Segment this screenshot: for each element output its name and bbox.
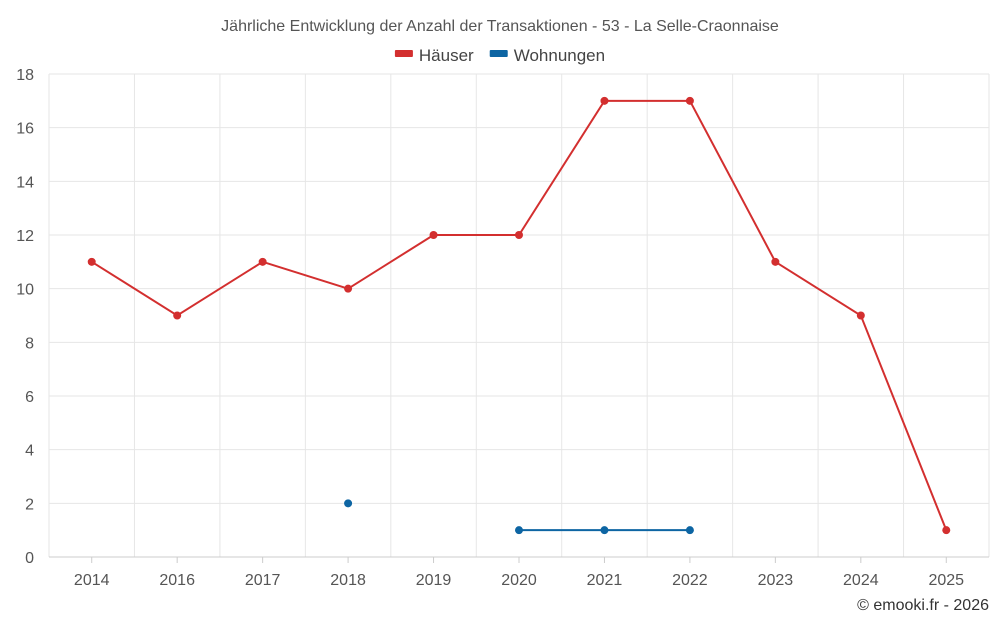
x-tick-label: 2018 bbox=[330, 572, 366, 589]
legend-swatch bbox=[489, 50, 508, 57]
y-tick-label: 12 bbox=[16, 228, 34, 245]
x-tick-label: 2023 bbox=[758, 572, 794, 589]
data-point[interactable] bbox=[600, 526, 609, 535]
series-1 bbox=[344, 499, 694, 535]
data-point[interactable] bbox=[771, 257, 780, 266]
data-point[interactable] bbox=[515, 526, 523, 535]
y-tick-label: 0 bbox=[25, 550, 34, 567]
x-tick-label: 2019 bbox=[416, 572, 452, 589]
y-axis: 0 2 4 6 8 10 12 14 16 18 bbox=[16, 67, 34, 567]
y-tick-label: 8 bbox=[25, 335, 34, 352]
x-tick-label: 2017 bbox=[245, 572, 281, 589]
x-tick-label: 2016 bbox=[159, 572, 195, 589]
x-tick-label: 2024 bbox=[843, 572, 879, 589]
y-tick-label: 4 bbox=[25, 443, 34, 460]
data-point[interactable] bbox=[258, 257, 267, 266]
data-point[interactable] bbox=[942, 526, 951, 535]
data-point[interactable] bbox=[344, 284, 353, 293]
data-point[interactable] bbox=[685, 526, 694, 535]
legend-swatch bbox=[394, 50, 413, 57]
legend-label[interactable]: Wohnungen bbox=[514, 46, 605, 65]
legend-label[interactable]: Häuser bbox=[419, 46, 474, 65]
data-point[interactable] bbox=[429, 231, 438, 239]
data-point[interactable] bbox=[856, 311, 865, 320]
series-0 bbox=[87, 96, 951, 535]
credit-text: © emooki.fr - 2026 bbox=[857, 597, 989, 614]
data-point[interactable] bbox=[344, 499, 353, 508]
grid bbox=[48, 73, 990, 558]
x-tick-label: 2022 bbox=[672, 572, 708, 589]
x-tick-label: 2014 bbox=[74, 572, 110, 589]
series-group bbox=[87, 96, 951, 535]
data-point[interactable] bbox=[173, 311, 182, 320]
data-point[interactable] bbox=[515, 231, 523, 239]
y-tick-label: 10 bbox=[16, 282, 34, 299]
legend: Häuser Wohnungen bbox=[394, 46, 605, 65]
x-tick-label: 2020 bbox=[501, 572, 537, 589]
x-axis: 2014 2016 2017 2018 2019 2020 2021 2022 2023 2024… bbox=[74, 557, 964, 589]
y-tick-label: 6 bbox=[25, 389, 34, 406]
y-tick-label: 14 bbox=[16, 174, 34, 191]
data-point[interactable] bbox=[600, 96, 609, 105]
y-tick-label: 18 bbox=[16, 67, 34, 84]
x-tick-label: 2021 bbox=[587, 572, 623, 589]
y-tick-label: 16 bbox=[16, 121, 34, 138]
x-tick-label: 2025 bbox=[928, 572, 964, 589]
data-point[interactable] bbox=[685, 96, 694, 105]
data-point[interactable] bbox=[87, 257, 96, 266]
y-tick-label: 2 bbox=[25, 496, 34, 513]
chart-title: Jährliche Entwicklung der Anzahl der Tra… bbox=[221, 18, 779, 35]
